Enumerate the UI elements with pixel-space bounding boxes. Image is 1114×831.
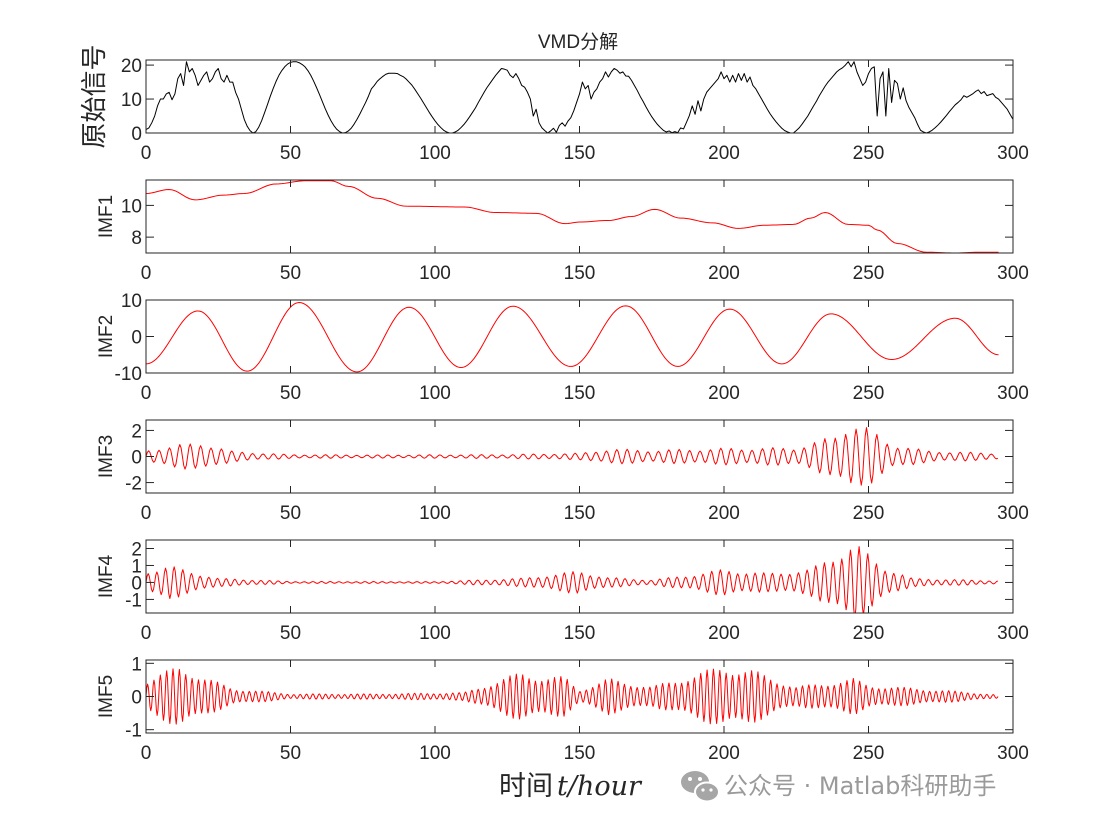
y-tick-label: 8 [131,228,142,249]
x-tick-label: 250 [853,743,885,764]
x-tick-label: 100 [419,263,451,284]
axes-box [145,59,1014,134]
x-tick-label: 100 [419,143,451,164]
series-line-IMF5 [146,668,999,725]
x-tick-label: 200 [708,263,740,284]
x-tick-label: 200 [708,623,740,644]
x-axis-label: 时间 t/hour [499,771,643,802]
y-tick-label: 10 [121,291,142,312]
y-tick-label: 1 [131,654,142,675]
svg-text:时间t/hour: 时间 t/hour [499,771,643,802]
y-tick-label: -2 [125,474,142,495]
y-tick-label: -10 [115,364,142,385]
series-line-原始信号 [146,61,1013,133]
axes-box [145,299,1014,374]
y-tick-label: -1 [125,721,142,742]
figure-title: VMD分解 [538,31,618,53]
x-tick-label: 0 [141,503,152,524]
x-tick-label: 50 [280,143,301,164]
x-tick-label: 0 [141,743,152,764]
x-tick-label: 200 [708,143,740,164]
x-tick-label: 50 [280,503,301,524]
x-tick-label: 50 [280,743,301,764]
y-axis-label: IMF5 [96,675,117,718]
x-tick-label: 100 [419,503,451,524]
y-axis-label: IMF3 [96,435,117,478]
y-tick-label: 1 [131,556,142,577]
x-tick-label: 300 [997,743,1029,764]
y-tick-label: -1 [125,590,142,611]
y-axis-label: IMF4 [96,554,117,598]
y-tick-label: 0 [131,448,142,469]
subplot-1: 0 50 100 150 200 250 300 0 10 20 原始信号 [80,44,1029,164]
x-tick-label: 250 [853,503,885,524]
y-tick-label: 0 [131,688,142,709]
x-tick-label: 200 [708,383,740,404]
x-tick-label: 300 [997,503,1029,524]
y-tick-label: 0 [131,328,142,349]
x-tick-label: 150 [564,623,596,644]
x-tick-label: 100 [419,383,451,404]
x-tick-label: 50 [280,623,301,644]
wechat-icon [681,771,720,803]
x-tick-label: 50 [280,383,301,404]
series-line-IMF2 [146,302,999,373]
x-tick-label: 100 [419,623,451,644]
y-axis-label: IMF1 [96,195,117,238]
x-tick-label: 300 [997,263,1029,284]
x-axis-label-symbol: t/hour [557,771,643,802]
x-tick-label: 250 [853,383,885,404]
x-tick-label: 200 [708,743,740,764]
y-axis-label: IMF2 [96,315,117,358]
x-tick-label: 300 [997,383,1029,404]
x-tick-label: 0 [141,623,152,644]
x-tick-label: 200 [708,503,740,524]
watermark: 公众号 · Matlab科研助手 [681,771,996,803]
x-tick-label: 150 [564,383,596,404]
x-tick-label: 150 [564,743,596,764]
x-tick-label: 50 [280,263,301,284]
x-tick-label: 250 [853,143,885,164]
x-tick-label: 0 [141,383,152,404]
subplot-4: 0 50 100 150 200 250 300 -2 0 2 IMF3 [96,419,1029,524]
series-line-IMF3 [146,427,999,486]
x-tick-label: 150 [564,263,596,284]
x-tick-label: 0 [141,143,152,164]
y-tick-label: 0 [131,124,142,145]
axes-box [145,179,1014,254]
x-tick-label: 250 [853,623,885,644]
y-tick-label: 2 [131,539,142,560]
series-line-IMF1 [146,180,999,253]
series-line-IMF4 [146,546,999,613]
x-tick-label: 0 [141,263,152,284]
x-tick-label: 250 [853,263,885,284]
x-tick-label: 300 [997,623,1029,644]
x-tick-label: 150 [564,503,596,524]
y-tick-label: 20 [121,56,142,77]
y-tick-label: 10 [121,196,142,217]
x-tick-label: 100 [419,743,451,764]
watermark-text: 公众号 · Matlab科研助手 [724,772,996,800]
x-tick-label: 150 [564,143,596,164]
y-axis-label: 原始信号 [80,44,110,148]
x-axis-label-prefix: 时间 [499,771,553,802]
y-tick-label: 0 [131,573,142,594]
axes-box [145,539,1014,614]
y-tick-label: 2 [131,421,142,442]
x-tick-label: 300 [997,143,1029,164]
y-tick-label: 10 [121,90,142,111]
